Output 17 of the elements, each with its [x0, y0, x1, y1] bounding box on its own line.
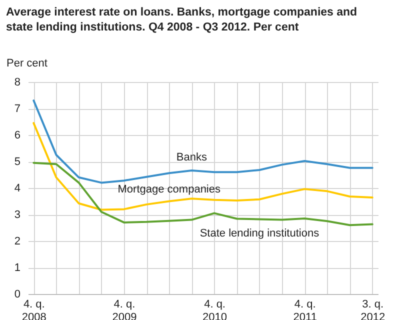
chart-title: Average interest rate on loans. Banks, mortgage companies and state lending institutions. Q4 2008 - Q3 2012. Per cent — [6, 6, 358, 34]
y-tick-label: 6 — [14, 130, 20, 142]
y-tick-label: 3 — [14, 209, 20, 221]
y-tick-label: 1 — [14, 262, 20, 274]
y-tick-label: 8 — [14, 76, 20, 88]
y-tick-label: 4 — [14, 182, 20, 194]
series-label: Mortgage companies — [118, 183, 221, 196]
line-series — [32, 162, 374, 226]
y-axis-title: Per cent — [6, 58, 48, 70]
y-tick-label: 5 — [14, 156, 20, 168]
y-tick-label: 7 — [14, 103, 20, 115]
y-tick-label: 2 — [14, 236, 20, 248]
line-series — [32, 122, 374, 211]
series-label: Banks — [176, 152, 208, 164]
y-tick-label: 0 — [14, 288, 20, 300]
line-series — [32, 100, 374, 184]
series-label: State lending institutions — [200, 227, 320, 240]
